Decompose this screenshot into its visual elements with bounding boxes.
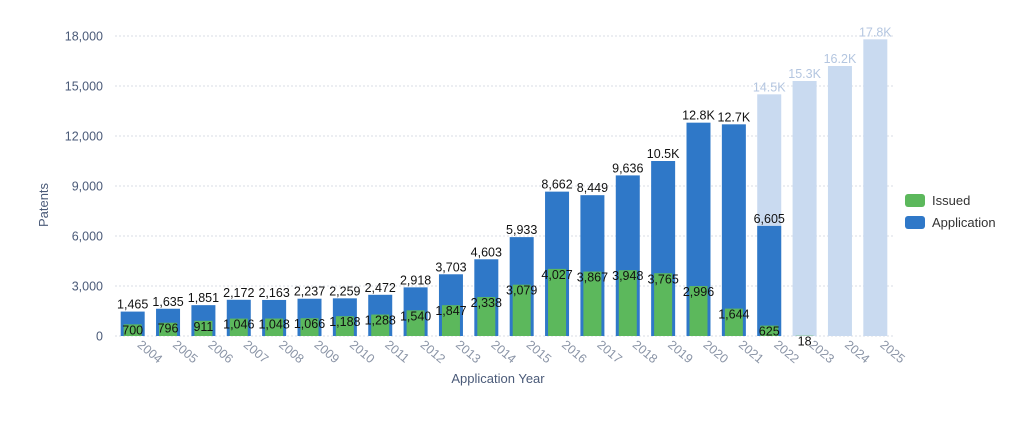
y-tick-label: 6,000	[72, 230, 103, 244]
y-axis-ticks: 0 3,000 6,000 9,000 12,000 15,000 18,000	[65, 30, 103, 344]
data-label-projected: 14.5K	[753, 80, 786, 94]
data-label-application: 1,851	[188, 291, 219, 305]
bar-projected	[863, 39, 887, 336]
data-label-application: 5,933	[506, 223, 537, 237]
x-tick-label: 2016	[559, 338, 589, 367]
data-label-application: 2,918	[400, 273, 431, 287]
data-label-application: 2,163	[258, 286, 289, 300]
data-label-application: 8,662	[541, 178, 572, 192]
x-tick-label: 2020	[701, 338, 731, 367]
legend-label-issued: Issued	[932, 193, 970, 208]
data-label-issued: 1,048	[258, 318, 289, 332]
data-label-issued: 796	[158, 322, 179, 336]
bar-projected	[828, 66, 852, 336]
data-label-issued: 2,338	[471, 296, 502, 310]
data-label-issued: 911	[193, 320, 213, 334]
legend-label-application: Application	[932, 215, 996, 230]
data-label-application: 8,449	[577, 181, 608, 195]
x-tick-label: 2009	[312, 338, 342, 367]
x-tick-label: 2008	[276, 338, 306, 367]
data-label-application: 2,172	[223, 286, 254, 300]
data-label-issued: 1,066	[294, 317, 325, 331]
y-tick-label: 12,000	[65, 130, 103, 144]
patents-bar-chart: 0 3,000 6,000 9,000 12,000 15,000 18,000 14.5K…	[0, 0, 1024, 421]
data-label-issued: 1,644	[718, 308, 749, 322]
x-tick-label: 2012	[418, 338, 448, 367]
bar-application	[757, 226, 781, 336]
x-tick-label: 2007	[241, 338, 271, 367]
y-tick-label: 3,000	[72, 280, 103, 294]
y-tick-label: 15,000	[65, 80, 103, 94]
legend-item-issued[interactable]: Issued	[905, 189, 996, 211]
x-axis-title: Application Year	[451, 371, 545, 386]
data-label-application: 3,703	[435, 260, 466, 274]
data-label-issued: 1,288	[365, 314, 396, 328]
data-label-issued: 1,188	[329, 315, 360, 329]
x-tick-label: 2004	[135, 338, 165, 367]
bar-projected	[793, 81, 817, 336]
data-label-issued: 3,079	[506, 284, 537, 298]
x-tick-label: 2014	[488, 338, 518, 367]
x-tick-label: 2010	[347, 338, 377, 367]
data-label-issued: 1,847	[435, 304, 466, 318]
x-tick-label: 2018	[630, 338, 660, 367]
x-tick-label: 2013	[453, 338, 483, 367]
x-tick-label: 2006	[205, 338, 235, 367]
y-axis-title: Patents	[36, 182, 51, 227]
data-label-application: 1,465	[117, 298, 148, 312]
data-label-application: 12.8K	[682, 109, 715, 123]
y-tick-label: 0	[96, 330, 103, 344]
data-label-application: 2,237	[294, 285, 325, 299]
legend-item-application[interactable]: Application	[905, 211, 996, 233]
data-label-issued: 3,948	[612, 269, 643, 283]
data-label-issued: 700	[122, 323, 143, 337]
x-tick-label: 2015	[524, 338, 554, 367]
data-label-application: 12.7K	[718, 110, 751, 124]
data-label-projected: 16.2K	[824, 52, 857, 66]
data-label-application: 2,472	[365, 281, 396, 295]
bar-application	[722, 124, 746, 336]
x-tick-label: 2005	[170, 338, 200, 367]
x-tick-label: 2019	[665, 338, 695, 367]
x-axis-ticks: 2004200520062007200820092010201120122013…	[135, 338, 908, 367]
data-label-application: 1,635	[152, 295, 183, 309]
data-label-application: 2,259	[329, 284, 360, 298]
x-tick-label: 2021	[736, 338, 766, 367]
x-tick-label: 2024	[842, 338, 872, 367]
legend: Issued Application	[905, 189, 996, 233]
data-label-issued: 3,867	[577, 271, 608, 285]
legend-swatch-issued	[905, 194, 925, 207]
x-tick-label: 2011	[382, 338, 412, 366]
data-label-application: 10.5K	[647, 147, 680, 161]
data-label-issued: 1,046	[223, 318, 254, 332]
x-tick-label: 2025	[877, 338, 907, 367]
x-tick-label: 2023	[807, 338, 837, 367]
y-tick-label: 9,000	[72, 180, 103, 194]
data-label-issued: 2,996	[683, 285, 714, 299]
data-label-issued: 3,765	[647, 272, 678, 286]
data-label-application: 4,603	[471, 245, 502, 259]
data-label-application: 6,605	[754, 212, 785, 226]
data-label-projected: 15.3K	[788, 67, 821, 81]
data-label-issued: 1,540	[400, 309, 431, 323]
x-tick-label: 2017	[594, 338, 624, 367]
data-label-issued: 4,027	[541, 268, 572, 282]
legend-swatch-application	[905, 216, 925, 229]
y-tick-label: 18,000	[65, 30, 103, 44]
data-label-issued: 625	[759, 325, 780, 339]
data-label-projected: 17.8K	[859, 25, 892, 39]
data-label-application: 9,636	[612, 161, 643, 175]
